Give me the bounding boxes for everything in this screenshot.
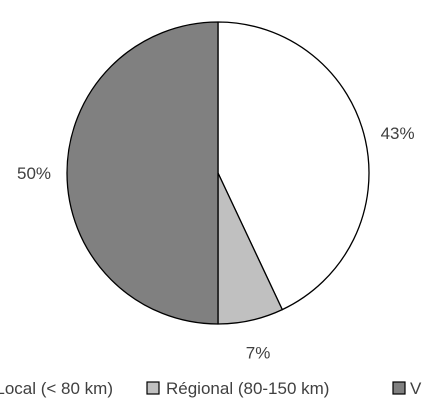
legend-swatch-2 <box>146 381 160 395</box>
pct-label-1: 43% <box>381 124 415 143</box>
pie-slice-1 <box>217 21 370 311</box>
legend-swatch-3 <box>392 381 406 395</box>
percentage-labels: 43% 7% 50% <box>17 124 415 363</box>
legend-label-2: Régional (80-150 km) <box>166 379 329 398</box>
legend-label-1: Local (< 80 km) <box>0 379 113 398</box>
pie-slice-3 <box>66 21 219 325</box>
pct-label-3: 50% <box>17 164 51 183</box>
legend-label-3: V <box>410 379 422 398</box>
legend: Local (< 80 km) Régional (80-150 km) V <box>0 379 422 398</box>
pct-label-2: 7% <box>246 344 271 363</box>
pie-slices <box>66 21 370 325</box>
